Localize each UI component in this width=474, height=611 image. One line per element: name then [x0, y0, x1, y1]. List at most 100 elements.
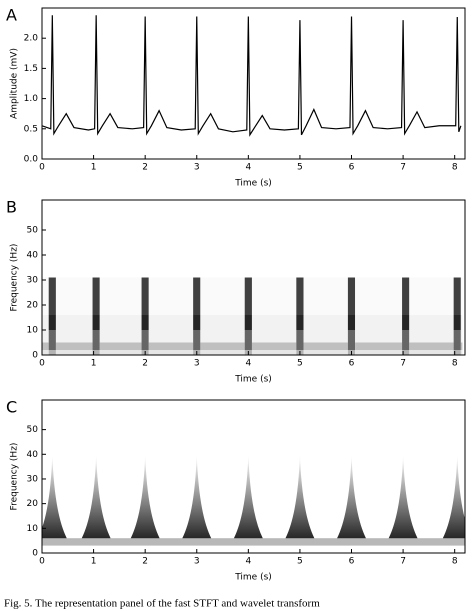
heatmap-cell: [460, 277, 463, 315]
heatmap-cell: [402, 277, 410, 315]
heatmap-cell: [296, 342, 304, 350]
x-tick-label: 4: [245, 359, 251, 369]
heatmap-cell: [402, 315, 410, 330]
y-tick-label: 0: [32, 549, 38, 559]
y-tick-label: 10: [27, 326, 39, 336]
y-tick-label: 0.5: [24, 124, 38, 134]
y-tick-label: 2.0: [24, 34, 39, 44]
heatmap-cell: [141, 342, 149, 350]
heatmap-cell: [296, 277, 304, 315]
x-tick-label: 0: [39, 163, 45, 173]
heatmap-cell: [453, 277, 461, 315]
x-tick-label: 1: [91, 359, 97, 369]
x-tick-label: 3: [194, 163, 200, 173]
heatmap-cell: [92, 315, 100, 330]
heatmap-cell: [347, 315, 356, 330]
y-tick-label: 1.0: [24, 94, 39, 104]
heatmap-cell: [141, 330, 149, 343]
x-tick-label: 7: [400, 163, 406, 173]
heatmap-cell: [42, 342, 49, 350]
heatmap-cell: [303, 315, 348, 330]
y-tick-label: 50: [27, 425, 39, 435]
x-tick-label: 5: [297, 163, 303, 173]
heatmap-cell: [355, 315, 403, 330]
heatmap-cell: [200, 350, 245, 355]
heatmap-cell: [200, 315, 245, 330]
y-tick-label: 40: [27, 251, 39, 261]
y-tick-label: 1.5: [24, 64, 38, 74]
heatmap-cell: [355, 342, 403, 350]
y-tick-label: 50: [27, 226, 39, 236]
heatmap-cell: [92, 277, 100, 315]
x-tick-label: 0: [39, 359, 45, 369]
heatmap-cell: [409, 342, 454, 350]
cone: [130, 454, 160, 539]
base-band: [42, 538, 465, 546]
heatmap-cell: [303, 342, 348, 350]
heatmap-cell: [99, 315, 142, 330]
panel-label: B: [6, 198, 17, 217]
x-tick-label: 3: [194, 359, 200, 369]
heatmap-cell: [55, 277, 93, 315]
heatmap-cell: [244, 277, 252, 315]
plot-frame: [41, 399, 466, 554]
cone: [337, 454, 366, 539]
heatmap-cell: [244, 342, 252, 350]
x-axis-label: Time (s): [234, 573, 272, 583]
heatmap-cell: [347, 330, 356, 343]
heatmap-cell: [303, 350, 348, 355]
plot-area: [42, 277, 463, 355]
heatmap-cell: [303, 330, 348, 343]
heatmap-cell: [355, 330, 403, 343]
x-tick-label: 2: [142, 557, 148, 567]
x-tick-label: 1: [91, 163, 97, 173]
x-tick-label: 8: [452, 557, 458, 567]
heatmap-cell: [251, 342, 297, 350]
heatmap-cell: [200, 342, 245, 350]
y-tick-label: 20: [27, 301, 39, 311]
x-tick-label: 3: [194, 557, 200, 567]
heatmap-cell: [296, 330, 304, 343]
heatmap-cell: [453, 342, 461, 350]
heatmap-cell: [92, 330, 100, 343]
plot-area: [42, 454, 465, 546]
y-axis-label: Frequency (Hz): [10, 244, 20, 312]
heatmap-cell: [148, 277, 194, 315]
cone: [182, 454, 212, 539]
y-axis-label: Frequency (Hz): [10, 443, 20, 511]
plot-frame: [41, 7, 466, 160]
heatmap-cell: [409, 350, 454, 355]
heatmap-cell: [48, 315, 56, 330]
heatmap-cell: [42, 350, 49, 355]
heatmap-cell: [148, 342, 194, 350]
heatmap-cell: [148, 350, 194, 355]
heatmap-cell: [99, 350, 142, 355]
heatmap-cell: [409, 315, 454, 330]
x-tick-label: 6: [349, 163, 355, 173]
x-tick-label: 0: [39, 557, 45, 567]
heatmap-cell: [48, 342, 56, 350]
heatmap-cell: [200, 277, 245, 315]
heatmap-cell: [296, 315, 304, 330]
y-tick-label: 0: [32, 351, 38, 361]
heatmap-cell: [92, 342, 100, 350]
heatmap-cell: [251, 350, 297, 355]
heatmap-cell: [200, 330, 245, 343]
heatmap-cell: [460, 350, 463, 355]
heatmap-cell: [244, 315, 252, 330]
y-tick-label: 30: [27, 276, 39, 286]
heatmap-cell: [402, 342, 410, 350]
cone: [388, 454, 418, 539]
y-tick-label: 40: [27, 450, 39, 460]
heatmap-cell: [355, 350, 403, 355]
heatmap-cell: [409, 277, 454, 315]
heatmap-cell: [251, 330, 297, 343]
y-tick-label: 10: [27, 524, 39, 534]
heatmap-cell: [244, 330, 252, 343]
y-tick-label: 0.0: [24, 155, 39, 165]
heatmap-cell: [48, 330, 56, 343]
x-tick-label: 7: [400, 359, 406, 369]
heatmap-cell: [99, 342, 142, 350]
heatmap-cell: [42, 330, 49, 343]
